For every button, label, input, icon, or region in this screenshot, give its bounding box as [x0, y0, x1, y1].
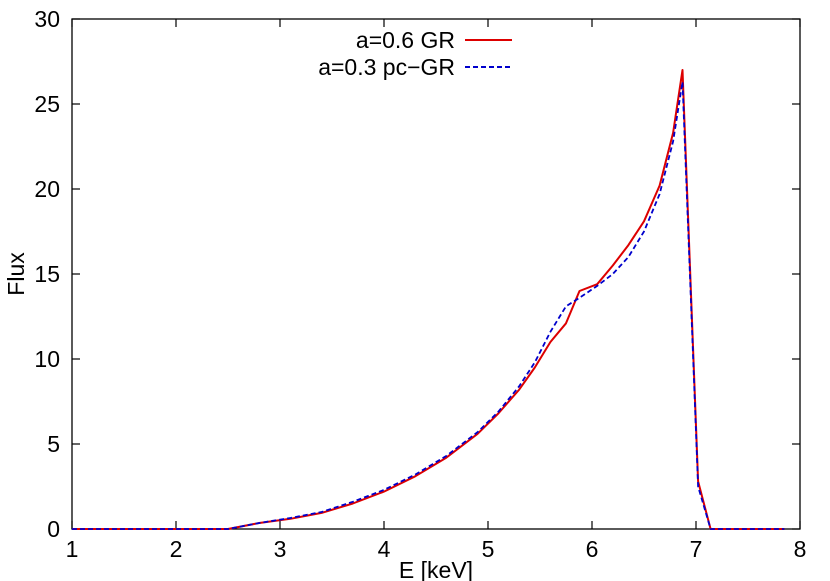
series-line-1	[72, 69, 785, 530]
x-tick-label: 6	[586, 536, 599, 562]
legend-label-series-2: a=0.3 pc−GR	[318, 54, 455, 80]
x-tick-label: 4	[378, 536, 391, 562]
series-line-2	[72, 81, 785, 530]
x-axis-title: E [keV]	[399, 557, 473, 581]
legend: a=0.6 GR a=0.3 pc−GR	[318, 27, 512, 80]
x-tick-label: 1	[66, 536, 79, 562]
legend-label-series-1: a=0.6 GR	[356, 27, 455, 53]
y-axis-title: Flux	[3, 252, 29, 296]
y-tick-label: 15	[34, 261, 60, 287]
x-tick-label: 8	[794, 536, 807, 562]
x-tick-label: 3	[274, 536, 287, 562]
y-tick-label: 20	[34, 176, 60, 202]
y-tick-label: 30	[34, 6, 60, 32]
y-axis-ticks: 0 5 10 15 20 25 30	[34, 6, 800, 542]
y-tick-label: 25	[34, 91, 60, 117]
y-tick-label: 10	[34, 346, 60, 372]
x-tick-label: 2	[170, 536, 183, 562]
y-tick-label: 5	[47, 431, 60, 457]
x-axis-ticks: 1 2 3 4 5 6 7 8	[66, 19, 807, 562]
x-tick-label: 7	[690, 536, 703, 562]
series-layer	[72, 69, 785, 530]
y-tick-label: 0	[47, 516, 60, 542]
x-tick-label: 5	[482, 536, 495, 562]
